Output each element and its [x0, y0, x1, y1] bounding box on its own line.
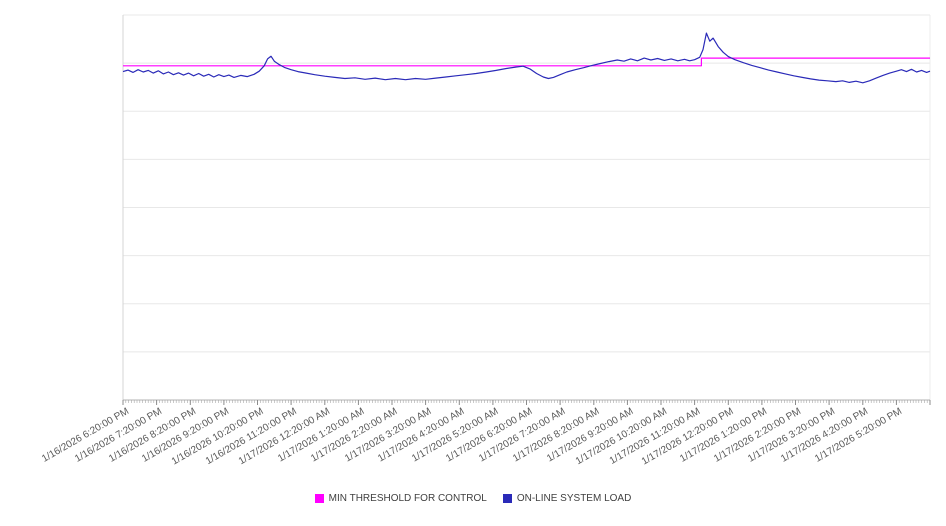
series-line-1	[122, 32, 931, 84]
legend: MIN THRESHOLD FOR CONTROL ON-LINE SYSTEM…	[0, 493, 946, 504]
legend-item-threshold: MIN THRESHOLD FOR CONTROL	[314, 493, 487, 504]
series-line-0	[123, 57, 930, 67]
legend-label-load: ON-LINE SYSTEM LOAD	[516, 493, 632, 504]
legend-label-threshold: MIN THRESHOLD FOR CONTROL	[328, 493, 487, 504]
legend-item-load: ON-LINE SYSTEM LOAD	[502, 493, 632, 504]
legend-swatch-threshold	[314, 494, 324, 503]
legend-swatch-load	[502, 494, 512, 503]
